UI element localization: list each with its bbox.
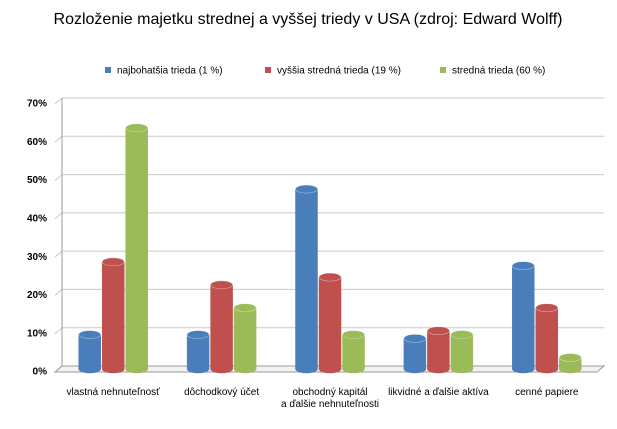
bar-top xyxy=(535,303,559,313)
bar xyxy=(559,357,582,374)
bar xyxy=(512,265,535,374)
y-tick-label: 50% xyxy=(27,175,47,186)
grid-line-side xyxy=(54,289,63,296)
bar xyxy=(403,338,427,374)
x-tick-label: likvidné a ďalšie aktíva xyxy=(388,387,489,398)
bar xyxy=(318,276,342,374)
bar xyxy=(78,334,101,374)
y-tick-label: 60% xyxy=(27,137,47,148)
legend-swatch xyxy=(105,67,111,73)
bar-top xyxy=(450,330,474,339)
grid-line-side xyxy=(54,250,63,258)
chart-title: Rozloženie majetku strednej a vyššej tri… xyxy=(54,11,563,28)
x-tick-label: dôchodkový účet xyxy=(184,387,259,398)
bar xyxy=(342,334,365,374)
x-tick-label: vlastná nehnuteľnosť xyxy=(66,387,160,398)
y-tick-label: 20% xyxy=(27,290,47,301)
bar-top xyxy=(101,257,125,267)
y-tick-label: 30% xyxy=(27,252,47,263)
legend-swatch xyxy=(265,67,271,73)
y-tick-label: 70% xyxy=(27,99,47,110)
bar-top xyxy=(233,303,257,313)
legend-label: najbohatšia trieda (1 %) xyxy=(117,66,223,77)
y-tick-label: 10% xyxy=(27,328,47,339)
bar xyxy=(101,261,125,374)
x-tick-label: cenné papiere xyxy=(515,387,579,398)
bar xyxy=(186,334,210,374)
grid-line-side xyxy=(54,174,63,181)
bar xyxy=(535,307,559,374)
legend-label: stredná trieda (60 %) xyxy=(452,66,545,77)
y-tick-label: 0% xyxy=(33,367,48,378)
bar-top xyxy=(403,334,427,343)
bar-top xyxy=(558,353,582,362)
y-tick-label: 40% xyxy=(27,213,47,224)
bar-top xyxy=(186,330,210,339)
bar xyxy=(233,307,257,374)
grid-line-side xyxy=(54,135,63,143)
bar xyxy=(427,330,450,374)
bar-top xyxy=(318,272,342,282)
bar-top xyxy=(342,330,365,339)
bar-top xyxy=(295,184,318,194)
bar-top xyxy=(78,330,101,339)
grid-line-side xyxy=(54,212,63,220)
bar-top xyxy=(210,280,233,290)
bar xyxy=(295,188,318,374)
x-tick-label: obchodný kapitál a ďalšie nehnuteľnosti xyxy=(281,387,379,410)
grid-line-side xyxy=(54,327,63,335)
bar-top xyxy=(511,261,535,270)
bar xyxy=(125,127,148,374)
grid-line-side xyxy=(54,97,63,105)
bar xyxy=(450,334,474,374)
bar-top xyxy=(427,326,450,336)
legend-label: vyššia stredná trieda (19 %) xyxy=(277,66,401,77)
bar-top xyxy=(125,123,148,133)
legend-swatch xyxy=(440,67,446,73)
bar xyxy=(210,284,233,374)
